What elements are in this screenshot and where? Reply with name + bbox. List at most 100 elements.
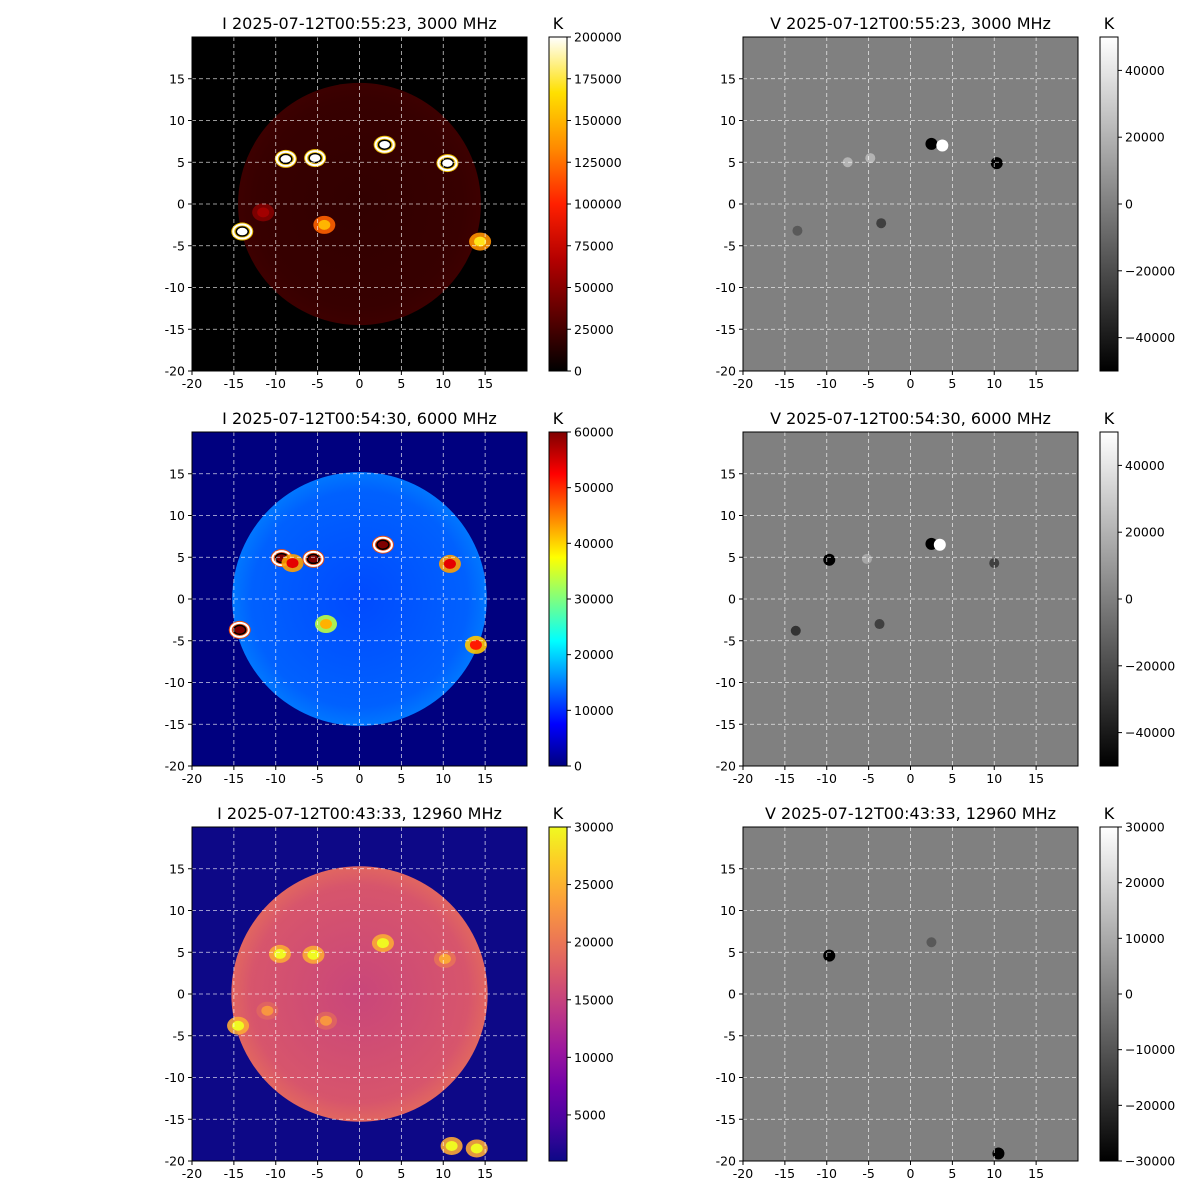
bright-source — [286, 558, 299, 569]
panel-2: V 2025-07-12T00:55:23, 3000 MHz -20 -15 -10… — [716, 14, 1176, 391]
colorbar-tick-label: 40000 — [1125, 458, 1165, 473]
colorbar-tick-label: −40000 — [1125, 330, 1175, 345]
polarized-source — [823, 949, 836, 962]
colorbar-unit: K — [1104, 14, 1115, 33]
polarized-source — [842, 157, 853, 168]
colorbar-tick-label: 0 — [574, 364, 582, 379]
colorbar — [1099, 431, 1119, 767]
y-tick-label: 15 — [169, 861, 185, 876]
y-tick-label: -5 — [173, 1028, 185, 1043]
bright-source — [318, 219, 331, 230]
image-area — [743, 432, 1078, 766]
colorbar-tick-label: 150000 — [574, 113, 622, 128]
x-tick-label: -15 — [224, 771, 244, 786]
x-tick-label: 0 — [907, 1166, 915, 1181]
x-tick-label: 15 — [477, 771, 493, 786]
image-area — [192, 432, 527, 766]
y-tick-label: -10 — [716, 1070, 736, 1085]
panel-title: V 2025-07-12T00:54:30, 6000 MHz — [770, 409, 1051, 428]
x-tick-label: -15 — [224, 1166, 244, 1181]
bright-source — [232, 1020, 245, 1031]
y-tick-label: -15 — [716, 717, 736, 732]
image-area — [743, 37, 1078, 371]
colorbar-tick-label: 20000 — [1125, 130, 1165, 145]
contour — [374, 136, 395, 153]
contour — [306, 553, 321, 565]
y-tick-label: 0 — [728, 197, 736, 212]
y-tick-label: 0 — [728, 987, 736, 1002]
y-tick-label: -15 — [165, 717, 185, 732]
x-tick-label: 0 — [356, 376, 364, 391]
x-tick-label: -10 — [266, 376, 286, 391]
x-tick-label: -20 — [182, 771, 202, 786]
bright-source — [233, 624, 246, 635]
x-tick-label: -20 — [182, 1166, 202, 1181]
colorbar-tick-label: 25000 — [574, 877, 614, 892]
colorbar-tick-label: −40000 — [1125, 725, 1175, 740]
polarized-source — [823, 553, 836, 566]
contour — [232, 223, 253, 240]
x-tick-label: 5 — [948, 1166, 956, 1181]
panel-1: I 2025-07-12T00:55:23, 3000 MHz -20 -15 -10… — [165, 14, 622, 391]
x-tick-label: -20 — [733, 376, 753, 391]
polarized-source — [861, 553, 872, 564]
bright-source — [320, 619, 332, 630]
colorbar-tick-label: 75000 — [574, 238, 614, 253]
x-tick-label: -10 — [817, 1166, 837, 1181]
panel-3: I 2025-07-12T00:54:30, 6000 MHz -20 -15 -10… — [165, 409, 614, 786]
y-tick-label: 10 — [720, 113, 736, 128]
colorbar-unit: K — [553, 804, 564, 823]
background — [743, 432, 1078, 766]
y-tick-label: -5 — [173, 633, 185, 648]
colorbar-unit: K — [553, 409, 564, 428]
x-tick-label: 0 — [907, 376, 915, 391]
y-tick-label: 0 — [728, 592, 736, 607]
colorbar-tick-label: 10000 — [574, 1050, 614, 1065]
contour — [303, 550, 324, 567]
contour — [372, 536, 393, 553]
polarized-source — [792, 225, 803, 236]
bright-source — [257, 207, 270, 218]
x-tick-label: -20 — [733, 1166, 753, 1181]
x-tick-label: -15 — [775, 376, 795, 391]
bright-source — [307, 949, 320, 960]
solar-disk — [231, 866, 488, 1122]
x-tick-label: 5 — [397, 1166, 405, 1181]
y-tick-label: 5 — [728, 945, 736, 960]
y-tick-label: -20 — [716, 364, 736, 379]
colorbar-tick-label: 40000 — [574, 536, 614, 551]
contour — [376, 539, 390, 550]
colorbar-unit: K — [1104, 409, 1115, 428]
x-tick-label: -15 — [775, 771, 795, 786]
y-tick-label: -15 — [165, 1112, 185, 1127]
bright-source — [307, 553, 320, 564]
x-tick-label: -15 — [775, 1166, 795, 1181]
x-tick-label: -20 — [182, 376, 202, 391]
colorbar-tick-label: 100000 — [574, 197, 622, 212]
background — [743, 37, 1078, 371]
x-tick-label: 10 — [435, 376, 451, 391]
x-tick-label: 5 — [397, 376, 405, 391]
x-tick-label: -10 — [266, 1166, 286, 1181]
image-area — [743, 827, 1078, 1161]
y-tick-label: 0 — [177, 592, 185, 607]
x-tick-label: 15 — [1028, 376, 1044, 391]
polarized-source — [876, 218, 887, 229]
background — [743, 827, 1078, 1161]
y-tick-label: -10 — [716, 280, 736, 295]
contour — [437, 155, 458, 172]
y-tick-label: 15 — [169, 466, 185, 481]
bright-source — [378, 139, 391, 150]
contour — [235, 226, 249, 237]
x-tick-label: -5 — [311, 1166, 323, 1181]
polarized-source — [933, 538, 946, 551]
x-tick-label: -5 — [862, 1166, 874, 1181]
y-tick-label: -5 — [724, 1028, 736, 1043]
contour — [305, 150, 326, 167]
y-tick-label: 10 — [169, 508, 185, 523]
y-tick-label: 0 — [177, 987, 185, 1002]
x-tick-label: 0 — [907, 771, 915, 786]
x-tick-label: 15 — [1028, 771, 1044, 786]
polarized-source — [874, 619, 885, 630]
contour — [377, 139, 392, 150]
